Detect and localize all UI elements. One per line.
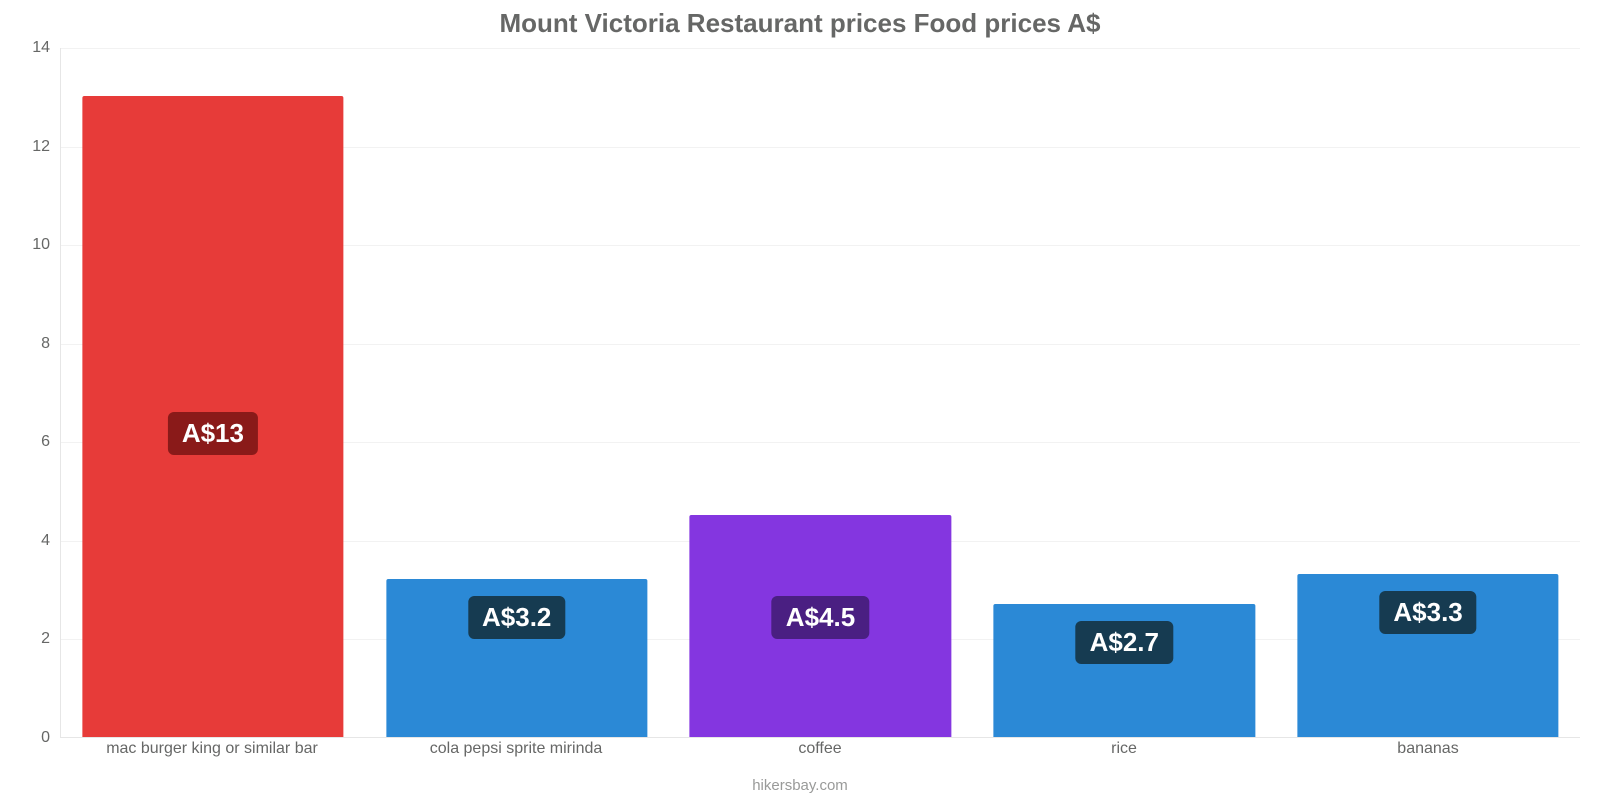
bar-slot: A$4.5 [669,48,973,737]
x-tick-label: cola pepsi sprite mirinda [364,740,668,758]
bar-slot: A$13 [61,48,365,737]
bar-value-label: A$3.2 [468,596,565,639]
bar-value-label: A$13 [168,412,258,455]
bar-value-label: A$4.5 [772,596,869,639]
y-tick-label: 10 [32,236,50,254]
chart-title: Mount Victoria Restaurant prices Food pr… [0,8,1600,39]
x-tick-label: bananas [1276,740,1580,758]
x-tick-label: coffee [668,740,972,758]
bar-slot: A$2.7 [972,48,1276,737]
x-tick-label: rice [972,740,1276,758]
x-tick-label: mac burger king or similar bar [60,740,364,758]
attribution: hikersbay.com [0,777,1600,794]
x-axis-labels: mac burger king or similar barcola pepsi… [60,740,1580,758]
y-tick-label: 12 [32,138,50,156]
plot-area: A$13 A$3.2 A$4.5 A$2.7 A$3.3 [60,48,1580,738]
y-tick-label: 0 [41,729,50,747]
bar-slot: A$3.3 [1276,48,1580,737]
y-tick-label: 2 [41,630,50,648]
y-tick-label: 6 [41,433,50,451]
bar-chart: Mount Victoria Restaurant prices Food pr… [0,0,1600,800]
y-tick-label: 4 [41,532,50,550]
y-axis: 02468101214 [0,48,58,738]
bars-container: A$13 A$3.2 A$4.5 A$2.7 A$3.3 [61,48,1580,737]
bar-value-label: A$3.3 [1379,591,1476,634]
bar-value-label: A$2.7 [1076,621,1173,664]
y-tick-label: 14 [32,39,50,57]
bar-slot: A$3.2 [365,48,669,737]
y-tick-label: 8 [41,335,50,353]
